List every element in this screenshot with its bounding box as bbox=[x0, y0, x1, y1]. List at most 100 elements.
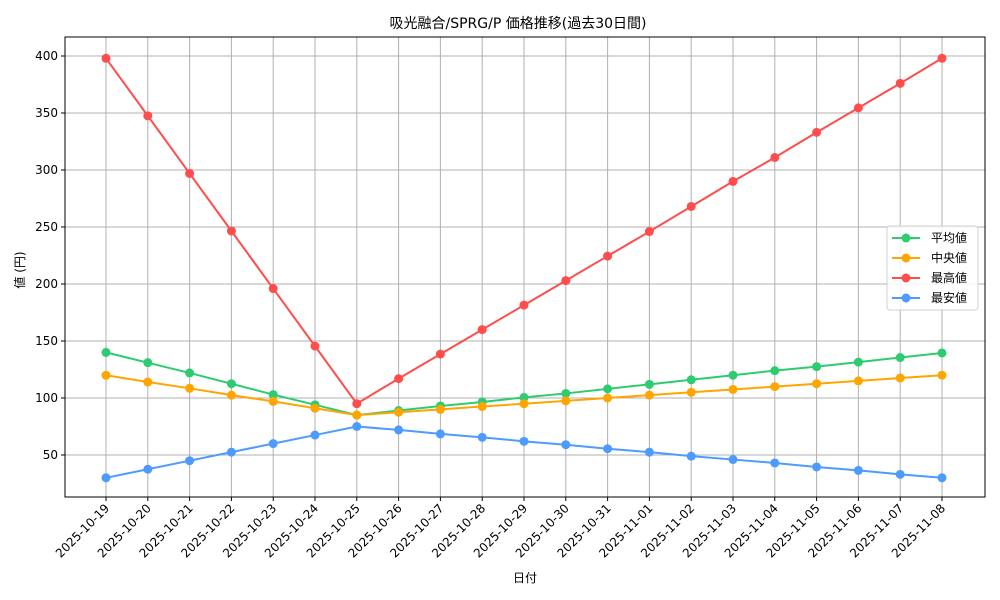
data-point bbox=[644, 379, 654, 389]
data-point bbox=[310, 430, 320, 440]
data-point bbox=[644, 227, 654, 237]
data-point bbox=[143, 464, 153, 474]
data-point bbox=[937, 53, 947, 63]
data-point bbox=[101, 370, 111, 380]
data-point bbox=[310, 341, 320, 351]
data-point bbox=[728, 176, 738, 186]
data-point bbox=[561, 276, 571, 286]
data-point bbox=[853, 357, 863, 367]
data-point bbox=[352, 410, 362, 420]
data-point bbox=[686, 201, 696, 211]
data-point bbox=[686, 451, 696, 461]
data-point bbox=[770, 366, 780, 376]
data-point bbox=[853, 103, 863, 113]
data-point bbox=[603, 251, 613, 261]
data-point bbox=[185, 456, 195, 466]
data-point bbox=[394, 407, 404, 417]
y-tick-label: 100 bbox=[35, 391, 58, 405]
series-layer bbox=[101, 53, 947, 483]
data-point bbox=[101, 347, 111, 357]
data-point bbox=[895, 78, 905, 88]
data-point bbox=[268, 284, 278, 294]
data-point bbox=[686, 375, 696, 385]
data-point bbox=[728, 384, 738, 394]
data-point bbox=[268, 390, 278, 400]
data-point bbox=[226, 379, 236, 389]
data-point bbox=[937, 348, 947, 358]
data-point bbox=[561, 388, 571, 398]
data-point bbox=[895, 373, 905, 383]
data-point bbox=[728, 370, 738, 380]
legend-item: 最高値 bbox=[892, 270, 967, 285]
data-point bbox=[644, 447, 654, 457]
data-point bbox=[937, 370, 947, 380]
data-point bbox=[477, 325, 487, 335]
data-point bbox=[268, 439, 278, 449]
data-point bbox=[394, 425, 404, 435]
data-point bbox=[519, 392, 529, 402]
chart-title: 吸光融合/SPRG/P 価格推移(過去30日間) bbox=[390, 16, 647, 32]
legend-item: 中央値 bbox=[892, 250, 967, 265]
data-point bbox=[143, 358, 153, 368]
legend-marker-icon bbox=[901, 273, 911, 283]
legend-marker-icon bbox=[901, 253, 911, 263]
data-point bbox=[477, 432, 487, 442]
data-point bbox=[226, 226, 236, 236]
series-中央値 bbox=[101, 370, 947, 420]
data-point bbox=[770, 382, 780, 392]
data-point bbox=[352, 399, 362, 409]
data-point bbox=[728, 455, 738, 465]
y-axis-label: 値 (円) bbox=[12, 251, 27, 288]
legend-label: 最高値 bbox=[931, 270, 967, 285]
y-tick-label: 200 bbox=[35, 277, 58, 291]
data-point bbox=[686, 387, 696, 397]
data-point bbox=[435, 404, 445, 414]
data-point bbox=[603, 384, 613, 394]
data-point bbox=[519, 300, 529, 310]
data-point bbox=[895, 353, 905, 363]
data-point bbox=[435, 429, 445, 439]
data-point bbox=[185, 383, 195, 393]
plot-frame bbox=[64, 36, 986, 498]
y-tick-label: 350 bbox=[35, 106, 58, 120]
data-point bbox=[185, 368, 195, 378]
data-point bbox=[477, 402, 487, 412]
data-point bbox=[895, 469, 905, 479]
data-point bbox=[101, 53, 111, 63]
legend-label: 平均値 bbox=[931, 230, 967, 245]
series-最安値 bbox=[101, 422, 947, 483]
data-point bbox=[853, 376, 863, 386]
grid-lines bbox=[65, 37, 985, 497]
data-point bbox=[603, 444, 613, 454]
data-point bbox=[226, 447, 236, 457]
data-point bbox=[143, 111, 153, 121]
legend-box bbox=[886, 225, 979, 311]
data-point bbox=[770, 152, 780, 162]
legend-item: 最安値 bbox=[892, 290, 967, 305]
legend-marker-icon bbox=[901, 233, 911, 243]
data-point bbox=[812, 127, 822, 137]
data-point bbox=[435, 349, 445, 359]
data-point bbox=[853, 465, 863, 475]
series-最高値 bbox=[101, 53, 947, 409]
data-point bbox=[226, 390, 236, 400]
data-point bbox=[185, 168, 195, 178]
y-axis-ticks: 50 100 150 200 250 300 350 400 bbox=[35, 49, 65, 462]
data-point bbox=[770, 458, 780, 468]
data-point bbox=[561, 396, 571, 406]
legend-item: 平均値 bbox=[892, 230, 967, 245]
y-tick-label: 300 bbox=[35, 163, 58, 177]
y-tick-label: 250 bbox=[35, 220, 58, 234]
y-tick-label: 400 bbox=[35, 49, 58, 63]
data-point bbox=[268, 396, 278, 406]
data-point bbox=[394, 374, 404, 384]
x-axis-label: 日付 bbox=[513, 571, 537, 585]
data-point bbox=[310, 403, 320, 413]
data-point bbox=[812, 362, 822, 372]
data-point bbox=[519, 436, 529, 446]
legend-marker-icon bbox=[901, 293, 911, 303]
data-point bbox=[143, 377, 153, 387]
y-tick-label: 50 bbox=[43, 448, 58, 462]
